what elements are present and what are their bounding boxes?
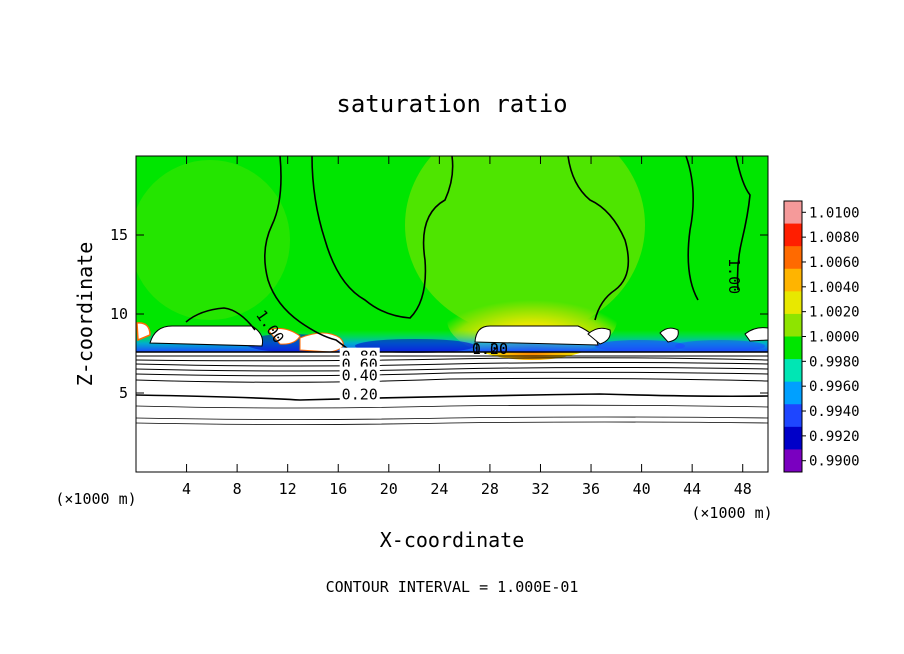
colorbar-bin: [784, 201, 802, 225]
x-tick-label: 4: [182, 480, 191, 498]
x-tick-label: 24: [430, 480, 448, 498]
colorbar-bin: [784, 336, 802, 360]
contour-label-bg: [339, 366, 380, 383]
x-tick-label: 8: [233, 480, 242, 498]
cloud-fragment-5: [744, 327, 768, 342]
colorbar-label: 1.0040: [809, 280, 860, 296]
contour-label-text: 1.00: [725, 258, 743, 294]
blue-patch-4: [675, 340, 765, 352]
colorbar-label: 0.9900: [809, 454, 860, 470]
cloud-fragment-4: [659, 327, 679, 343]
y-axis-ticks: 5 10 15: [110, 226, 768, 402]
x-tick-label: 28: [481, 480, 499, 498]
contour-label: 0.20: [339, 385, 380, 404]
colorbar-bin: [784, 404, 802, 428]
contour-label-text: 0.20: [472, 340, 508, 358]
contour-label: 1.00: [725, 258, 743, 294]
x-tick-label: 20: [380, 480, 398, 498]
cloud-fragment-2: [299, 332, 344, 353]
colorbar: 1.0100 1.0080 1.0060 1.0040 1.0020 1.0000 0.99…: [783, 200, 860, 473]
x-tick-label: 12: [279, 480, 297, 498]
x-tick-label: 48: [734, 480, 752, 498]
x-tick-label: 40: [633, 480, 651, 498]
contour-label-bg: [339, 385, 380, 402]
y-unit-label: (×1000 m): [55, 490, 136, 508]
x-tick-label: 32: [531, 480, 549, 498]
contour-label-text: 0.40: [342, 367, 378, 385]
cloud-region-1: [149, 325, 263, 347]
cloud-fragment-1: [267, 328, 301, 345]
colorbar-bin: [784, 246, 802, 270]
blue-patch-2: [355, 339, 475, 353]
contour-label: 1.00: [472, 340, 508, 358]
blue-patch-3: [595, 340, 685, 352]
contour-label: 0.20: [472, 340, 508, 358]
contour-label-text: 0.20: [342, 386, 378, 404]
colorbar-label: 1.0000: [809, 330, 860, 346]
colorbar-label: 1.0080: [809, 230, 860, 246]
contour-labels: 1.001.000.800.600.400.200.201.00: [252, 258, 743, 404]
colorbar-bin: [784, 449, 802, 473]
y-tick-label: 10: [110, 305, 128, 323]
colorbar-bin: [784, 223, 802, 247]
plot-area: 1.001.000.800.600.400.200.201.00: [136, 156, 768, 425]
x-unit-label: (×1000 m): [691, 504, 772, 522]
x-tick-label: 44: [683, 480, 701, 498]
colorbar-label: 1.0020: [809, 305, 860, 321]
colorbar-label: 0.9960: [809, 379, 860, 395]
colorbar-bin: [784, 268, 802, 292]
contour-label: 0.40: [339, 366, 380, 385]
left-green-yellow-plume: [136, 160, 290, 320]
colorbar-label: 1.0100: [809, 205, 860, 221]
x-axis-label: X-coordinate: [380, 528, 525, 552]
y-tick-label: 5: [119, 384, 128, 402]
colorbar-bin: [784, 359, 802, 383]
contour-1-00: [185, 156, 751, 353]
colorbar-bin: [784, 426, 802, 450]
x-tick-label: 16: [329, 480, 347, 498]
colorbar-label: 0.9940: [809, 404, 860, 420]
y-axis-label: Z-coordinate: [73, 242, 97, 387]
contour-interval-note: CONTOUR INTERVAL = 1.000E-01: [326, 578, 579, 596]
chart-title: saturation ratio: [336, 90, 567, 118]
colorbar-label: 1.0060: [809, 255, 860, 271]
contour-label-text: 1.00: [472, 340, 508, 358]
colorbar-bin: [784, 381, 802, 405]
cloud-edge-left: [136, 322, 151, 342]
x-tick-label: 36: [582, 480, 600, 498]
colorbar-bin: [784, 313, 802, 337]
colorbar-label: 0.9980: [809, 354, 860, 370]
cloud-fragment-3: [587, 327, 611, 345]
colorbar-label: 0.9920: [809, 429, 860, 445]
x-axis-ticks: 4 8 12 16 20 24 28 32 36 40 44 48: [182, 156, 752, 498]
colorbar-bin: [784, 291, 802, 315]
lower-contours: [136, 351, 768, 425]
y-tick-label: 15: [110, 226, 128, 244]
